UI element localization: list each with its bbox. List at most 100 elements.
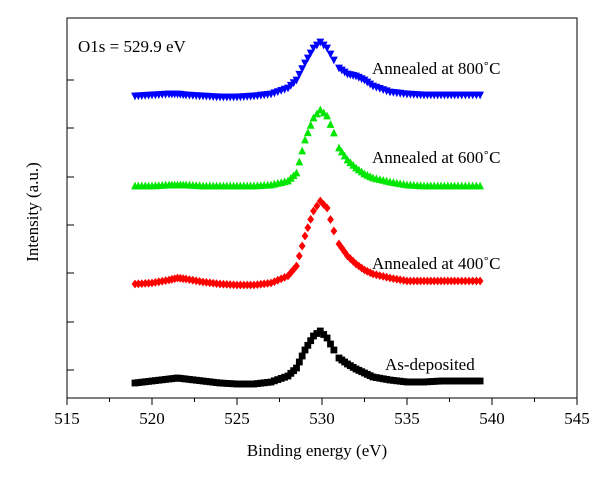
data-point (469, 276, 477, 286)
data-point (189, 376, 197, 384)
y-axis-title: Intensity (a.u.) (23, 162, 42, 262)
x-tick-label: 535 (394, 409, 420, 428)
data-point (330, 346, 338, 354)
data-point (295, 70, 304, 79)
data-point (323, 334, 331, 342)
data-point (309, 113, 318, 122)
data-point (206, 378, 214, 386)
series-label: Annealed at 600˚C (372, 148, 500, 167)
data-point (301, 346, 309, 354)
plot-frame (66, 17, 578, 399)
data-point (323, 44, 331, 53)
data-point (461, 377, 469, 385)
data-point (458, 377, 466, 385)
x-tick-label: 520 (139, 409, 165, 428)
data-point (323, 111, 331, 120)
data-point (309, 44, 318, 53)
data-point (319, 108, 328, 117)
peak-annotation: O1s = 529.9 eV (78, 37, 187, 56)
data-point (473, 377, 480, 385)
data-point (344, 251, 351, 261)
labels-layer: As-deposited Annealed at 400˚C Annealed at… (372, 59, 500, 374)
data-point (303, 128, 312, 137)
data-point (284, 271, 292, 281)
data-point (298, 352, 306, 360)
x-tick-label: 545 (564, 409, 590, 428)
data-point (361, 265, 368, 275)
data-point (476, 276, 484, 286)
data-point (199, 277, 207, 287)
data-point (292, 76, 301, 85)
data-point (352, 259, 360, 269)
series-label: Annealed at 400˚C (372, 254, 500, 273)
data-point (158, 276, 166, 286)
data-point (316, 105, 325, 114)
data-point (330, 128, 338, 137)
data-point (310, 206, 317, 216)
data-point (313, 201, 321, 211)
data-point (335, 239, 343, 249)
data-point (295, 358, 303, 366)
data-point (298, 65, 307, 74)
data-point (182, 274, 190, 284)
series-label: As-deposited (385, 355, 475, 374)
data-point (306, 120, 315, 129)
data-point (413, 378, 421, 386)
data-point (223, 380, 231, 387)
data-point (277, 375, 285, 382)
data-point (303, 54, 312, 63)
data-point (458, 276, 466, 286)
data-point (307, 337, 315, 345)
data-point (155, 376, 163, 384)
data-point (320, 331, 328, 338)
data-point (454, 377, 462, 385)
data-point (465, 276, 473, 286)
data-point (293, 261, 300, 271)
data-point (250, 280, 258, 290)
data-point (293, 364, 300, 372)
data-point (327, 340, 334, 348)
data-point (430, 378, 438, 385)
data-point (465, 377, 473, 385)
data-point (304, 223, 312, 233)
data-point (148, 278, 156, 288)
data-point (469, 377, 477, 385)
data-point (476, 377, 484, 385)
data-point (327, 215, 334, 224)
data-point (473, 276, 480, 286)
data-point (461, 276, 469, 286)
data-point (301, 231, 309, 241)
data-point (298, 146, 307, 155)
x-tick-label: 530 (309, 409, 335, 428)
series-layer (131, 38, 484, 388)
data-point (369, 269, 377, 279)
data-point (316, 327, 324, 335)
data-point (240, 380, 248, 388)
data-point (298, 241, 306, 251)
data-point (216, 279, 224, 289)
data-point (386, 273, 394, 283)
axes: 515 520 525 530 535 540 545 (54, 17, 590, 428)
x-tick-label: 525 (224, 409, 250, 428)
data-point (295, 251, 303, 261)
data-point (323, 203, 331, 213)
series-0 (131, 327, 484, 388)
data-point (396, 377, 404, 385)
data-point (138, 378, 146, 386)
data-point (326, 120, 335, 128)
data-point (304, 341, 312, 349)
data-point (192, 276, 200, 286)
data-point (379, 375, 387, 383)
data-point (330, 226, 338, 236)
data-point (260, 379, 268, 387)
data-point (292, 168, 301, 177)
data-point (476, 91, 484, 100)
data-point (301, 135, 309, 144)
x-axis-title: Binding energy (eV) (247, 441, 387, 460)
data-point (295, 157, 304, 166)
data-point (454, 276, 462, 286)
data-point (326, 50, 335, 59)
x-tick-label: 540 (479, 409, 505, 428)
data-point (131, 279, 139, 289)
